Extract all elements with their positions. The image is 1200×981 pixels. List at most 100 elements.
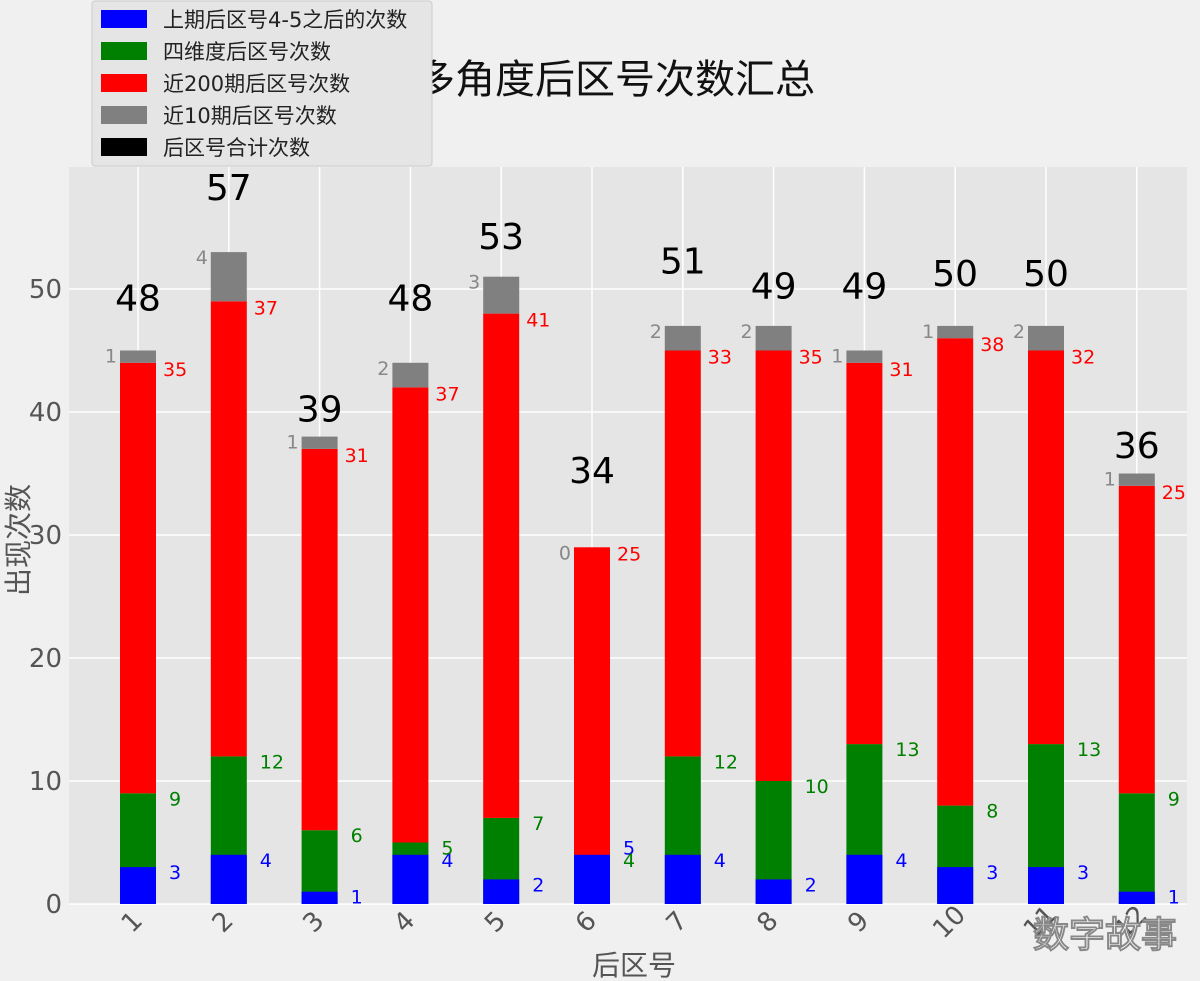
x-axis-label: 后区号 <box>592 949 676 981</box>
label-green: 9 <box>169 788 181 810</box>
label-green: 5 <box>441 838 453 860</box>
bar-red <box>210 301 247 757</box>
label-gray: 2 <box>741 321 753 343</box>
x-ticks: 1 2 3 4 5 6 7 8 9 10 11 12 <box>116 900 1154 945</box>
label-red: 33 <box>708 347 732 369</box>
legend-box <box>91 0 433 167</box>
y-tick-label: 40 <box>29 398 62 428</box>
chart-title: 多角度后区号次数汇总 <box>415 57 815 103</box>
label-total: 39 <box>297 389 343 430</box>
label-red: 38 <box>980 334 1004 356</box>
label-green: 13 <box>895 739 919 761</box>
label-red: 25 <box>1162 482 1186 504</box>
bar-green <box>1118 793 1155 904</box>
x-tick-label: 8 <box>751 906 784 939</box>
label-green: 7 <box>532 813 544 835</box>
label-gray: 2 <box>377 358 389 380</box>
y-tick-label: 30 <box>29 521 62 551</box>
bar-gray <box>120 350 156 363</box>
bar-gray <box>664 325 701 351</box>
bar-blue <box>664 854 701 904</box>
legend-swatch <box>101 138 147 156</box>
label-total: 36 <box>1114 426 1160 467</box>
label-green: 10 <box>805 776 829 798</box>
label-gray: 0 <box>559 542 571 564</box>
label-gray: 1 <box>831 346 843 368</box>
label-gray: 2 <box>650 321 662 343</box>
label-blue: 5 <box>623 838 635 860</box>
watermark: 数字故事 <box>1033 915 1177 956</box>
bar-gray <box>483 276 520 314</box>
label-red: 32 <box>1071 347 1095 369</box>
label-gray: 1 <box>1104 469 1116 491</box>
label-blue: 4 <box>895 850 907 872</box>
bars: 3935148412374571631139453724827413535425… <box>105 168 1186 909</box>
x-tick-label: 7 <box>661 906 694 939</box>
legend: 上期后区号4-5之后的次数四维度后区号次数近200期后区号次数近10期后区号次数… <box>91 0 433 167</box>
label-blue: 1 <box>1168 887 1180 909</box>
label-green: 8 <box>986 801 998 823</box>
x-tick-label: 4 <box>388 906 421 939</box>
bar-gray <box>1028 325 1064 351</box>
label-gray: 4 <box>196 247 208 269</box>
label-blue: 4 <box>714 850 726 872</box>
x-tick-label: 6 <box>570 906 603 939</box>
bar-red <box>755 350 792 781</box>
x-tick-label: 10 <box>927 900 972 945</box>
bar-gray <box>1118 473 1155 486</box>
label-total: 48 <box>115 279 161 320</box>
label-red: 37 <box>435 383 459 405</box>
label-green: 12 <box>260 751 284 773</box>
label-blue: 4 <box>260 850 272 872</box>
label-red: 35 <box>799 347 823 369</box>
bar-blue <box>483 879 520 904</box>
label-blue: 3 <box>986 862 998 884</box>
bar-red <box>937 338 974 806</box>
label-blue: 2 <box>532 874 544 896</box>
label-total: 57 <box>206 168 252 209</box>
label-blue: 3 <box>169 862 181 884</box>
bar-red <box>1028 350 1064 745</box>
bar-gray <box>392 362 429 388</box>
y-tick-label: 0 <box>45 890 62 920</box>
label-red: 41 <box>526 310 550 332</box>
label-total: 51 <box>660 242 706 283</box>
bar-red <box>664 350 701 757</box>
bar-blue <box>1028 867 1064 904</box>
label-red: 31 <box>889 359 913 381</box>
label-gray: 3 <box>468 272 480 294</box>
label-blue: 3 <box>1077 862 1089 884</box>
x-tick-label: 1 <box>116 906 149 939</box>
y-tick-label: 20 <box>29 644 62 674</box>
bar-gray <box>846 350 883 363</box>
bar-red <box>120 362 156 794</box>
legend-swatch <box>101 74 147 92</box>
label-red: 35 <box>163 359 187 381</box>
label-gray: 2 <box>1013 321 1025 343</box>
bar-blue <box>1118 891 1155 904</box>
bar-gray <box>210 252 247 302</box>
legend-swatch <box>101 42 147 60</box>
label-green: 13 <box>1077 739 1101 761</box>
label-green: 4 <box>623 850 635 872</box>
label-total: 48 <box>387 279 433 320</box>
label-blue: 4 <box>441 850 453 872</box>
label-blue: 1 <box>351 887 363 909</box>
bar-red <box>1118 485 1155 794</box>
x-tick-label: 3 <box>297 906 330 939</box>
bar-blue <box>755 879 792 904</box>
label-green: 6 <box>351 825 363 847</box>
bar-gray <box>937 325 974 339</box>
bar-blue <box>846 854 883 904</box>
label-red: 37 <box>254 297 278 319</box>
bar-red <box>392 387 429 843</box>
x-tick-label: 9 <box>842 906 875 939</box>
label-total: 49 <box>841 266 887 307</box>
bar-red <box>483 313 520 818</box>
label-total: 49 <box>751 266 797 307</box>
label-green: 9 <box>1168 788 1180 810</box>
bar-blue <box>301 891 338 904</box>
x-tick-label: 2 <box>207 906 240 939</box>
legend-label: 近10期后区号次数 <box>163 104 337 128</box>
label-total: 50 <box>1023 254 1069 295</box>
